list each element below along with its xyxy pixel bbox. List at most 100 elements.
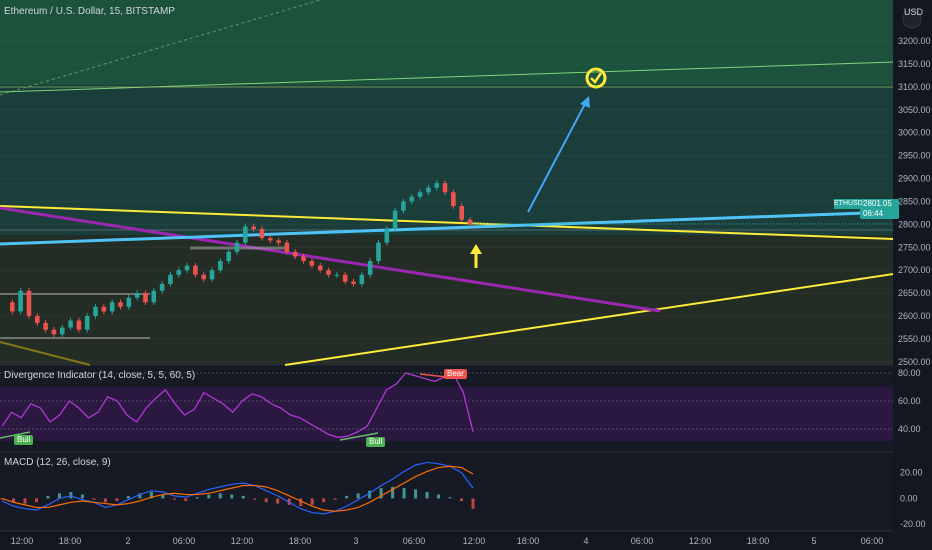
macd-histogram-bar bbox=[402, 488, 406, 499]
time-tick-label: 18:00 bbox=[289, 536, 312, 546]
price-tick-label: 2750.00 bbox=[898, 242, 931, 252]
lower-zone bbox=[0, 236, 893, 365]
candle-body bbox=[426, 187, 431, 193]
candle-body bbox=[26, 290, 32, 317]
macd-histogram-bar bbox=[264, 498, 268, 503]
candle-body bbox=[401, 201, 406, 211]
candle-body bbox=[326, 270, 331, 275]
candle-body bbox=[309, 261, 315, 266]
time-tick-label: 12:00 bbox=[11, 536, 34, 546]
time-tick-label: 4 bbox=[583, 536, 588, 546]
rsi-tick-label: 60.00 bbox=[898, 396, 921, 406]
dashed-trendline bbox=[0, 0, 321, 96]
macd-histogram-bar bbox=[0, 498, 4, 500]
macd-histogram-bar bbox=[299, 498, 303, 507]
candle-body bbox=[259, 228, 265, 239]
candle-body bbox=[34, 316, 40, 323]
macd-histogram-bar bbox=[345, 495, 349, 499]
candle-body bbox=[392, 210, 398, 229]
candle-body bbox=[276, 240, 281, 243]
price-badge-symbol: ETHUSD bbox=[834, 199, 863, 209]
time-tick-label: 06:00 bbox=[861, 536, 884, 546]
macd-histogram-bar bbox=[69, 492, 73, 499]
candle-body bbox=[209, 270, 215, 280]
time-tick-label: 06:00 bbox=[173, 536, 196, 546]
candle-body bbox=[267, 238, 273, 241]
signal-line bbox=[1, 465, 474, 512]
candle-body bbox=[76, 320, 82, 330]
candle-body bbox=[234, 242, 240, 252]
price-tick-label: 2850.00 bbox=[898, 196, 931, 206]
macd-histogram-bar bbox=[379, 488, 383, 499]
candle-body bbox=[151, 290, 157, 303]
macd-histogram-bar bbox=[138, 493, 142, 499]
macd-histogram-bar bbox=[23, 498, 27, 504]
candle-body bbox=[109, 302, 115, 312]
macd-histogram-bar bbox=[103, 498, 107, 503]
time-tick-label: 12:00 bbox=[231, 536, 254, 546]
price-tick-label: 2950.00 bbox=[898, 151, 931, 161]
macd-histogram-bar bbox=[391, 486, 395, 499]
macd-histogram-bar bbox=[333, 498, 337, 500]
macd-histogram-bar bbox=[207, 494, 211, 499]
candle-body bbox=[193, 265, 198, 275]
macd-histogram-bar bbox=[161, 494, 165, 499]
candle-body bbox=[451, 192, 456, 207]
macd-histogram-bar bbox=[230, 494, 234, 499]
up-arrow-head bbox=[470, 244, 482, 254]
macd-tick-label: 20.00 bbox=[900, 468, 923, 478]
blue-ascending-trendline bbox=[0, 210, 894, 246]
macd-histogram-bar bbox=[471, 498, 475, 509]
target-check-icon bbox=[585, 67, 607, 89]
candle-body bbox=[134, 293, 140, 298]
candle-body bbox=[367, 261, 373, 275]
macd-histogram-bar bbox=[460, 498, 464, 501]
macd-tick-label: 0.00 bbox=[900, 493, 918, 503]
price-tick-label: 3000.00 bbox=[898, 128, 931, 138]
time-tick-label: 5 bbox=[811, 536, 816, 546]
candle-body bbox=[10, 302, 15, 312]
candle-body bbox=[93, 306, 98, 317]
candle-body bbox=[251, 226, 256, 229]
macd-histogram-bar bbox=[253, 498, 257, 500]
macd-histogram-bar bbox=[310, 498, 314, 505]
macd-tick-label: -20.00 bbox=[900, 519, 926, 529]
price-axis-bg bbox=[893, 0, 932, 550]
time-tick-label: 18:00 bbox=[59, 536, 82, 546]
bull-label-1: Bull bbox=[14, 435, 34, 445]
candle-body bbox=[317, 265, 323, 271]
candle-body bbox=[51, 329, 57, 335]
macd-histogram-bar bbox=[149, 492, 153, 499]
macd-title: MACD (12, 26, close, 9) bbox=[4, 457, 111, 468]
candle-body bbox=[342, 274, 348, 282]
candle-body bbox=[159, 283, 165, 291]
time-tick-label: 3 bbox=[353, 536, 358, 546]
candle-body bbox=[467, 219, 473, 224]
candle-body bbox=[68, 320, 73, 328]
macd-histogram-bar bbox=[448, 497, 452, 499]
macd-histogram-bar bbox=[57, 493, 61, 499]
macd-histogram-bar bbox=[11, 498, 15, 503]
symbol-title: Ethereum / U.S. Dollar, 15, BITSTAMP bbox=[4, 6, 175, 17]
projection-arrowhead bbox=[580, 96, 590, 108]
candle-body bbox=[434, 183, 440, 188]
macd-histogram-bar bbox=[425, 492, 429, 499]
rsi-tick-label: 80.00 bbox=[898, 368, 921, 378]
macd-histogram-bar bbox=[368, 490, 372, 499]
macd-histogram-bar bbox=[195, 497, 199, 499]
price-tick-label: 3150.00 bbox=[898, 59, 931, 69]
candle-body bbox=[334, 274, 340, 276]
candle-body bbox=[101, 306, 107, 312]
candle-body bbox=[59, 327, 65, 335]
macd-histogram-bar bbox=[241, 495, 245, 499]
price-tick-label: 2500.00 bbox=[898, 357, 931, 367]
candle-body bbox=[301, 256, 306, 262]
macd-histogram-bar bbox=[184, 498, 188, 501]
candle-body bbox=[18, 290, 23, 312]
macd-histogram-bar bbox=[92, 498, 96, 500]
macd-pane-bg bbox=[0, 453, 893, 531]
candle-body bbox=[126, 297, 132, 307]
price-tick-label: 3100.00 bbox=[898, 82, 931, 92]
rsi-line bbox=[1, 372, 474, 439]
